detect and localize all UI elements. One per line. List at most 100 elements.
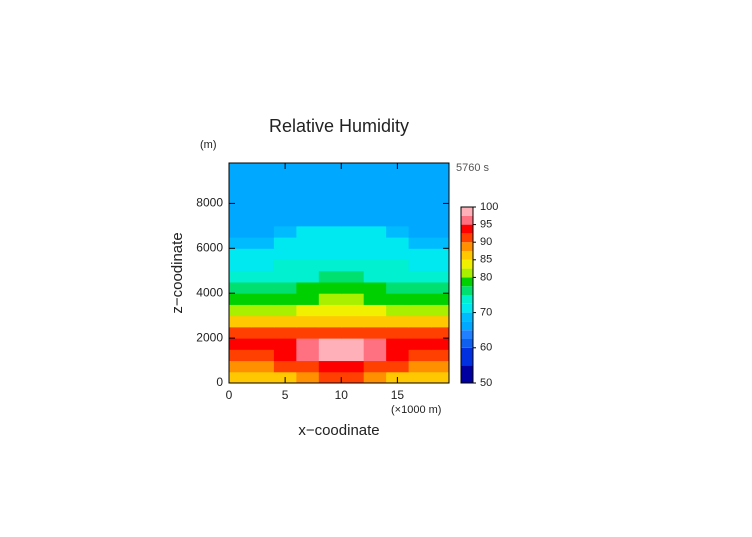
contour-cell [386, 293, 410, 305]
contour-field [229, 163, 449, 383]
contour-cell [251, 203, 275, 216]
contour-cell [318, 349, 342, 362]
colorbar-segment [461, 277, 473, 287]
contour-cell [408, 203, 432, 216]
y-tick-label: 0 [216, 375, 223, 389]
y-tick-label: 2000 [196, 330, 223, 344]
contour-cell [363, 237, 387, 249]
contour-cell [341, 360, 365, 373]
contour-cell [273, 203, 297, 216]
contour-cell [363, 203, 387, 216]
contour-cell [363, 281, 387, 294]
contour-cell [251, 326, 275, 339]
contour-cell [251, 248, 275, 261]
colorbar-tick-label: 100 [480, 201, 498, 213]
contour-cell [431, 192, 449, 204]
contour-cell [341, 225, 365, 238]
contour-cell [251, 214, 275, 227]
contour-cell [431, 270, 449, 283]
contour-cell [431, 315, 449, 328]
contour-cell [386, 270, 410, 283]
contour-cell [363, 225, 387, 238]
contour-cell [386, 169, 410, 182]
contour-cell [386, 304, 410, 317]
contour-cell [273, 248, 297, 261]
contour-cell [296, 360, 320, 373]
contour-cell [318, 326, 342, 339]
contour-cell [363, 326, 387, 339]
contour-cell [251, 237, 275, 249]
contour-cell [408, 338, 432, 350]
colorbar-tick-label: 50 [480, 377, 492, 389]
colorbar-tick-label: 80 [480, 271, 492, 283]
contour-cell [386, 338, 410, 350]
contour-cell [386, 259, 410, 272]
contour-cell [318, 371, 342, 383]
contour-cell [229, 371, 252, 383]
contour-cell [386, 237, 410, 249]
contour-cell [341, 270, 365, 283]
contour-cell [273, 169, 297, 182]
contour-cell [363, 293, 387, 305]
contour-cell [318, 180, 342, 193]
contour-cell [251, 349, 275, 362]
contour-cell [229, 163, 252, 171]
contour-cell [273, 281, 297, 294]
y-axis-label: z−coodinate [169, 232, 186, 313]
contour-cell [431, 360, 449, 373]
contour-cell [273, 315, 297, 328]
contour-cell [408, 248, 432, 261]
contour-cell [363, 304, 387, 317]
contour-cell [251, 371, 275, 383]
contour-cell [318, 270, 342, 283]
contour-cell [251, 259, 275, 272]
contour-cell [341, 169, 365, 182]
contour-cell [273, 338, 297, 350]
contour-cell [341, 281, 365, 294]
contour-cell [229, 180, 252, 193]
time-label: 5760 s [456, 162, 490, 174]
contour-cell [431, 180, 449, 193]
contour-cell [408, 163, 432, 171]
contour-cell [229, 360, 252, 373]
contour-cell [431, 163, 449, 171]
contour-cell [386, 349, 410, 362]
contour-cell [408, 326, 432, 339]
contour-cell [341, 214, 365, 227]
contour-cell [229, 270, 252, 283]
contour-cell [296, 180, 320, 193]
contour-cell [318, 225, 342, 238]
contour-cell [318, 214, 342, 227]
contour-cell [431, 203, 449, 216]
contour-cell [363, 371, 387, 383]
contour-cell [273, 349, 297, 362]
contour-cell [363, 349, 387, 362]
contour-cell [363, 192, 387, 204]
contour-cell [318, 203, 342, 216]
contour-cell [229, 225, 252, 238]
contour-cell [229, 248, 252, 261]
colorbar-segment [461, 224, 473, 234]
contour-cell [408, 270, 432, 283]
colorbar-tick-label: 95 [480, 219, 492, 231]
contour-cell [296, 237, 320, 249]
contour-cell [318, 281, 342, 294]
contour-cell [251, 180, 275, 193]
y-tick-label: 6000 [196, 240, 223, 254]
colorbar-segment [461, 286, 473, 295]
contour-cell [408, 349, 432, 362]
contour-cell [296, 281, 320, 294]
contour-cell [318, 248, 342, 261]
contour-cell [363, 180, 387, 193]
contour-cell [273, 237, 297, 249]
colorbar-segment [461, 347, 473, 366]
contour-cell [273, 270, 297, 283]
contour-cell [341, 163, 365, 171]
colorbar-segment [461, 207, 473, 216]
contour-cell [386, 360, 410, 373]
contour-cell [408, 225, 432, 238]
contour-cell [431, 248, 449, 261]
contour-cell [431, 338, 449, 350]
contour-cell [229, 214, 252, 227]
